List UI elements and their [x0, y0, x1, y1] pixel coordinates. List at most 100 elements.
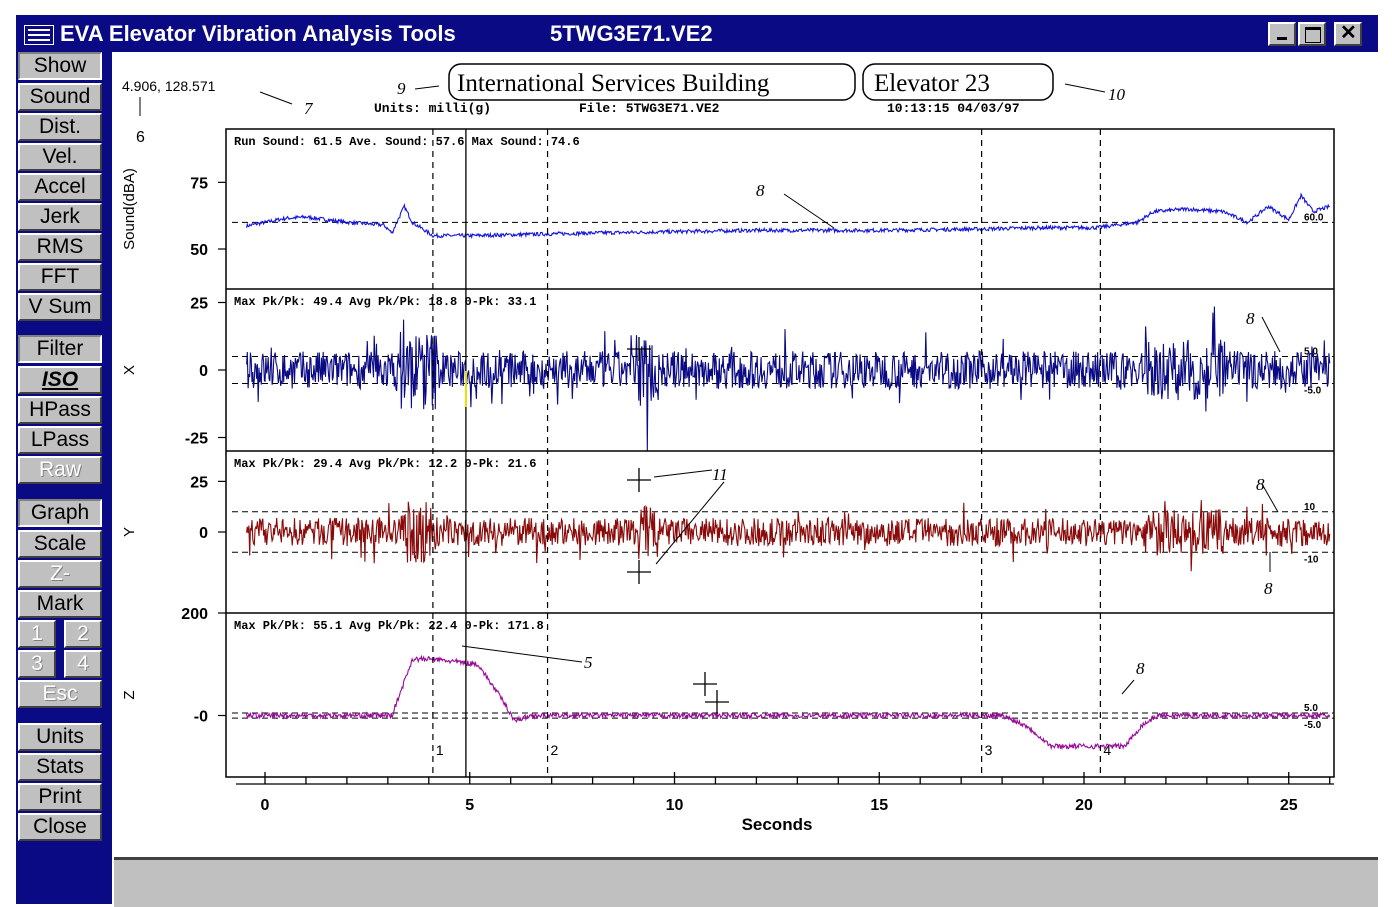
y-tick-label: 0 — [199, 525, 208, 542]
reference-label: 5.0 — [1304, 703, 1318, 714]
graph-area[interactable]: 4.906, 128.571 Units: milli(g) File: 5TW… — [112, 52, 1378, 904]
sidebar: Show Sound Dist. Vel. Accel Jerk RMS FFT… — [16, 52, 112, 904]
mark-1-button[interactable]: 1 — [18, 620, 56, 648]
panel-stats: Run Sound: 61.5 Ave. Sound: 57.6 Max Sou… — [234, 135, 580, 149]
callout-leader — [1261, 316, 1281, 353]
graph-group-header: Graph — [18, 499, 102, 527]
mark-4-button[interactable]: 4 — [64, 650, 102, 678]
reference-label: 10 — [1304, 502, 1316, 513]
marker-label: 4 — [1103, 742, 1111, 758]
x-tick-label: 15 — [870, 797, 888, 814]
panel-stats: Max Pk/Pk: 55.1 Avg Pk/Pk: 22.4 0-Pk: 17… — [234, 619, 544, 633]
y-tick-label: 25 — [190, 296, 208, 313]
signal-trace-x — [246, 306, 1331, 452]
x-tick-label: 25 — [1280, 797, 1298, 814]
marker-label: 2 — [551, 742, 559, 758]
raw-button[interactable]: Raw — [18, 456, 102, 484]
units-button[interactable]: Units — [18, 723, 102, 751]
title-bar[interactable]: EVA Elevator Vibration Analysis Tools 5T… — [16, 15, 1378, 52]
iso-filter-button[interactable]: ISO — [18, 366, 102, 394]
jerk-button[interactable]: Jerk — [18, 203, 102, 231]
signal-trace-y — [246, 500, 1331, 572]
elevator-name: Elevator 23 — [874, 70, 990, 97]
mark-2-button[interactable]: 2 — [64, 620, 102, 648]
callout-11: 11 — [712, 465, 728, 484]
callout-9: 9 — [397, 79, 406, 98]
sound-button[interactable]: Sound — [18, 83, 102, 111]
panel-ylabel: Sound(dBA) — [121, 168, 138, 250]
y-tick-label: 200 — [181, 606, 208, 623]
x-tick-label: 20 — [1075, 797, 1093, 814]
app-icon[interactable] — [24, 25, 54, 45]
scale-button[interactable]: Scale — [18, 530, 102, 558]
signal-trace-sounddba — [246, 192, 1330, 240]
close-app-button[interactable]: Close — [18, 813, 102, 841]
units-label: Units: milli(g) — [374, 101, 491, 116]
cursor-readout: 4.906, 128.571 — [122, 78, 216, 94]
escape-button[interactable]: Esc — [18, 680, 102, 708]
close-icon: ✕ — [1340, 22, 1357, 44]
fft-button[interactable]: FFT — [18, 263, 102, 291]
plot-frame — [225, 128, 1335, 778]
velocity-button[interactable]: Vel. — [18, 143, 102, 171]
callout-6: 6 — [136, 129, 145, 146]
print-button[interactable]: Print — [18, 783, 102, 811]
callout-leader — [1261, 483, 1279, 513]
stats-button[interactable]: Stats — [18, 753, 102, 781]
callout-leader — [461, 645, 583, 663]
highpass-button[interactable]: HPass — [18, 396, 102, 424]
callout-5: 5 — [584, 653, 593, 672]
minimize-button[interactable] — [1268, 22, 1296, 46]
callout-10: 10 — [1108, 85, 1126, 104]
app-window: EVA Elevator Vibration Analysis Tools 5T… — [16, 15, 1378, 907]
callout-10-leader — [1064, 83, 1106, 93]
elevator-box — [862, 63, 1054, 101]
acceleration-button[interactable]: Accel — [18, 173, 102, 201]
reference-label: -5.0 — [1304, 720, 1322, 731]
callout-8: 8 — [756, 181, 765, 200]
callout-8: 8 — [1256, 475, 1265, 494]
callout-9-leader — [414, 85, 440, 90]
datetime-label: 10:13:15 04/03/97 — [887, 101, 1020, 116]
x-tick-label: 10 — [666, 797, 684, 814]
panel-ylabel: Z — [121, 690, 138, 699]
y-tick-label: 50 — [190, 242, 208, 259]
callout-leader — [783, 193, 835, 229]
rms-button[interactable]: RMS — [18, 233, 102, 261]
status-bar — [114, 857, 1378, 907]
z-minus-button[interactable]: Z- — [18, 560, 102, 588]
y-tick-label: -0 — [194, 709, 208, 726]
callout-7-leader — [259, 91, 293, 105]
y-tick-label: 75 — [190, 175, 208, 192]
mark-3-button[interactable]: 3 — [18, 650, 56, 678]
reference-label: 60.0 — [1304, 212, 1324, 223]
window-file-title: 5TWG3E71.VE2 — [550, 21, 713, 46]
plot-group: Run Sound: 61.5 Ave. Sound: 57.6 Max Sou… — [121, 128, 1335, 834]
callout-leader — [1121, 679, 1135, 695]
x-tick-label: 0 — [261, 797, 270, 814]
building-name: International Services Building — [457, 70, 770, 97]
mark-button[interactable]: Mark — [18, 590, 102, 618]
file-label: File: 5TWG3E71.VE2 — [579, 101, 720, 116]
y-tick-label: -25 — [185, 431, 208, 448]
callout-leader — [653, 469, 713, 478]
filter-group-header: Filter — [18, 335, 102, 363]
maximize-icon — [1305, 27, 1321, 43]
vsum-button[interactable]: V Sum — [18, 293, 102, 321]
panel-ylabel: X — [121, 365, 138, 375]
callout-8: 8 — [1246, 309, 1255, 328]
show-group-header: Show — [18, 52, 102, 80]
lowpass-button[interactable]: LPass — [18, 426, 102, 454]
vibration-chart[interactable]: 4.906, 128.571 Units: milli(g) File: 5TW… — [112, 52, 1378, 857]
maximize-button[interactable] — [1298, 22, 1326, 46]
close-button[interactable]: ✕ — [1334, 22, 1362, 46]
callout-8: 8 — [1264, 579, 1273, 598]
callout-7: 7 — [304, 99, 314, 118]
reference-label: -5.0 — [1304, 386, 1322, 397]
distance-button[interactable]: Dist. — [18, 113, 102, 141]
y-tick-label: 25 — [190, 474, 208, 491]
panel-stats: Max Pk/Pk: 29.4 Avg Pk/Pk: 12.2 0-Pk: 21… — [234, 457, 536, 471]
signal-trace-z — [246, 654, 1331, 751]
marker-label: 3 — [985, 742, 993, 758]
panel-ylabel: Y — [121, 527, 138, 537]
